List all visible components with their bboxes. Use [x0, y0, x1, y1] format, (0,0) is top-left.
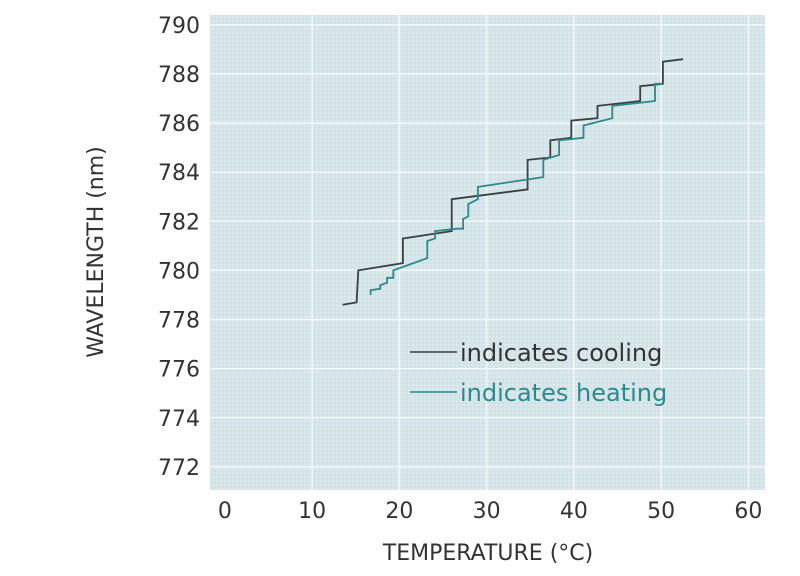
x-tick-label: 50 [647, 499, 675, 524]
x-tick-label: 40 [560, 499, 588, 524]
x-tick-label: 20 [385, 499, 413, 524]
y-tick-label: 774 [158, 407, 200, 432]
legend-label-heating: indicates heating [460, 379, 667, 407]
y-tick-label: 784 [158, 161, 200, 186]
gridlines [210, 15, 765, 490]
y-tick-label: 788 [158, 63, 200, 88]
x-tick-label: 0 [218, 499, 232, 524]
x-tick-label: 30 [473, 499, 501, 524]
y-axis-ticks: 772 774 776 778 780 782 784 786 788 790 [158, 14, 200, 481]
y-tick-label: 790 [158, 14, 200, 39]
y-tick-label: 782 [158, 210, 200, 235]
y-tick-label: 776 [158, 358, 200, 383]
y-tick-label: 786 [158, 112, 200, 137]
x-axis-ticks: 0 10 20 30 40 50 60 [218, 499, 763, 524]
plot-area [210, 15, 765, 490]
y-axis-label: WAVELENGTH (nm) [84, 146, 109, 358]
legend: indicates cooling indicates heating [410, 339, 667, 407]
x-tick-label: 10 [298, 499, 326, 524]
heating-series-line [369, 82, 663, 295]
y-tick-label: 778 [158, 309, 200, 334]
series-lines [342, 58, 684, 306]
y-tick-label: 772 [158, 456, 200, 481]
y-tick-label: 780 [158, 259, 200, 284]
cooling-series-line [342, 58, 684, 306]
x-axis-label: TEMPERATURE (°C) [382, 541, 593, 566]
x-tick-label: 60 [734, 499, 762, 524]
legend-label-cooling: indicates cooling [460, 339, 662, 367]
